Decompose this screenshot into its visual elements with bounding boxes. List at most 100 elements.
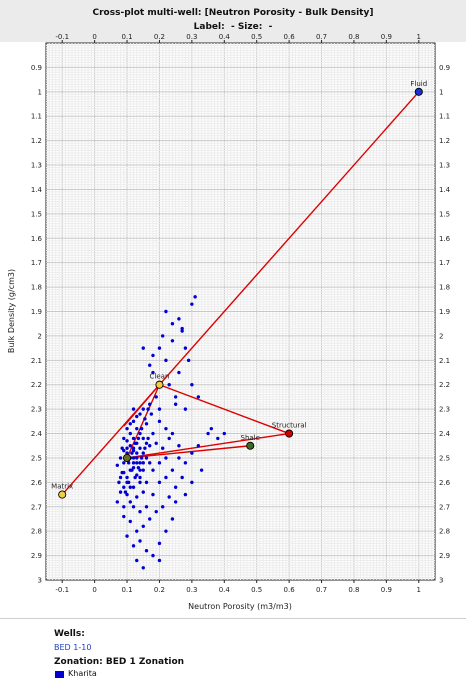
data-point bbox=[128, 485, 132, 489]
data-point bbox=[138, 461, 142, 465]
x-tick-label-top: 1 bbox=[417, 33, 421, 41]
data-point bbox=[180, 329, 184, 333]
chart-subtitle: Label: - Size: - bbox=[193, 22, 273, 32]
y-tick-label-right: 1.3 bbox=[439, 162, 450, 170]
data-point bbox=[170, 339, 175, 343]
data-point bbox=[173, 500, 178, 504]
data-point bbox=[115, 500, 120, 504]
data-point bbox=[138, 412, 142, 416]
data-point bbox=[170, 431, 175, 436]
data-point bbox=[141, 436, 145, 441]
data-point bbox=[120, 446, 124, 450]
data-point bbox=[136, 436, 141, 441]
x-tick-label-bottom: 0.9 bbox=[381, 586, 392, 594]
data-point bbox=[164, 358, 168, 363]
endpoint-structural-label: Structural bbox=[272, 422, 307, 430]
data-point bbox=[126, 480, 131, 485]
data-point bbox=[216, 436, 220, 441]
data-point bbox=[167, 383, 171, 387]
data-point bbox=[183, 461, 188, 465]
data-point bbox=[190, 480, 194, 485]
data-point bbox=[131, 505, 136, 509]
data-point bbox=[141, 461, 145, 465]
data-point bbox=[138, 480, 142, 485]
data-point bbox=[135, 473, 139, 477]
y-tick-label-left: 2.3 bbox=[31, 406, 42, 414]
data-point bbox=[141, 490, 145, 494]
data-point bbox=[144, 441, 149, 446]
data-point bbox=[115, 463, 120, 467]
y-tick-label-left: 2.8 bbox=[31, 528, 42, 536]
y-tick-label-left: 1.6 bbox=[31, 235, 43, 243]
data-point bbox=[131, 448, 136, 453]
x-tick-label-top: 0.9 bbox=[381, 33, 392, 41]
x-tick-label-top: 0.2 bbox=[154, 33, 165, 41]
y-tick-label-left: 2.1 bbox=[31, 357, 42, 365]
y-tick-label-right: 2.6 bbox=[439, 479, 451, 487]
data-point bbox=[173, 485, 178, 489]
x-tick-label-bottom: 0 bbox=[92, 586, 96, 594]
interpretation-line bbox=[61, 91, 420, 496]
data-point bbox=[161, 446, 165, 450]
data-point bbox=[141, 566, 145, 570]
data-point bbox=[164, 426, 168, 431]
data-point bbox=[135, 426, 139, 431]
data-point bbox=[161, 334, 165, 338]
y-tick-label-left: 1.3 bbox=[31, 162, 42, 170]
x-tick-label-top: 0.1 bbox=[121, 33, 132, 41]
y-tick-label-left: 3 bbox=[38, 577, 42, 585]
axes: -0.1 -0.1 0 0 0.1 0.1 0.2 0.2 0.3 0.3 0.4 0.4 0.5 0.5… bbox=[31, 33, 451, 594]
data-point bbox=[141, 468, 145, 472]
data-point bbox=[141, 346, 145, 350]
data-point bbox=[148, 402, 152, 406]
data-point bbox=[138, 468, 142, 472]
data-point bbox=[144, 422, 149, 426]
data-point bbox=[125, 426, 129, 431]
y-tick-label-left: 1 bbox=[38, 88, 42, 96]
data-point bbox=[151, 370, 155, 375]
interpretation-lines bbox=[61, 91, 420, 496]
x-tick-label-top: 0.7 bbox=[316, 33, 327, 41]
data-point bbox=[131, 419, 136, 424]
data-point bbox=[190, 302, 194, 306]
data-point bbox=[209, 426, 214, 431]
data-point bbox=[118, 475, 123, 480]
data-point bbox=[148, 461, 152, 465]
y-tick-label-right: 1 bbox=[439, 88, 443, 96]
data-point bbox=[122, 505, 126, 509]
y-tick-label-right: 2 bbox=[439, 332, 443, 340]
y-tick-label-right: 2.5 bbox=[439, 454, 450, 462]
data-point bbox=[130, 451, 134, 455]
data-point bbox=[133, 475, 137, 480]
x-tick-label-bottom: 0.1 bbox=[121, 586, 132, 594]
x-tick-label-bottom: 0.6 bbox=[284, 586, 296, 594]
data-point bbox=[151, 492, 155, 497]
endpoint-shale-marker bbox=[246, 441, 255, 450]
data-point bbox=[164, 309, 168, 314]
data-point bbox=[164, 475, 168, 480]
endpoint-clean-marker bbox=[155, 380, 164, 389]
wells-value[interactable]: BED 1-10 bbox=[54, 643, 92, 652]
data-point bbox=[135, 529, 139, 533]
chart-title: Cross-plot multi-well: [Neutron Porosity… bbox=[92, 8, 374, 18]
data-point bbox=[122, 436, 126, 441]
y-tick-label-left: 2.7 bbox=[31, 503, 42, 511]
crossplot-chart[interactable]: -0.1 -0.1 0 0 0.1 0.1 0.2 0.2 0.3 0.3 0.4 0.4 0.5 0.5… bbox=[0, 0, 466, 618]
zonation-heading: Zonation: BED 1 Zonation bbox=[54, 657, 185, 667]
data-point bbox=[131, 436, 136, 441]
data-point bbox=[167, 436, 171, 441]
data-point bbox=[157, 407, 162, 411]
data-point bbox=[143, 417, 147, 421]
data-point bbox=[173, 395, 178, 399]
endpoint-markers[interactable]: Fluid Clean Matrix Shale Structural bbox=[51, 80, 427, 499]
zone-color-swatch bbox=[55, 671, 64, 678]
chart-header: Cross-plot multi-well: [Neutron Porosity… bbox=[0, 0, 466, 42]
data-point bbox=[131, 485, 136, 489]
data-point bbox=[144, 480, 149, 485]
data-point bbox=[154, 395, 158, 399]
data-point bbox=[193, 295, 197, 299]
data-point bbox=[146, 407, 150, 411]
endpoint-shale-label: Shale bbox=[241, 434, 260, 442]
y-tick-label-left: 1.5 bbox=[31, 210, 42, 218]
y-tick-label-right: 2.2 bbox=[439, 381, 450, 389]
